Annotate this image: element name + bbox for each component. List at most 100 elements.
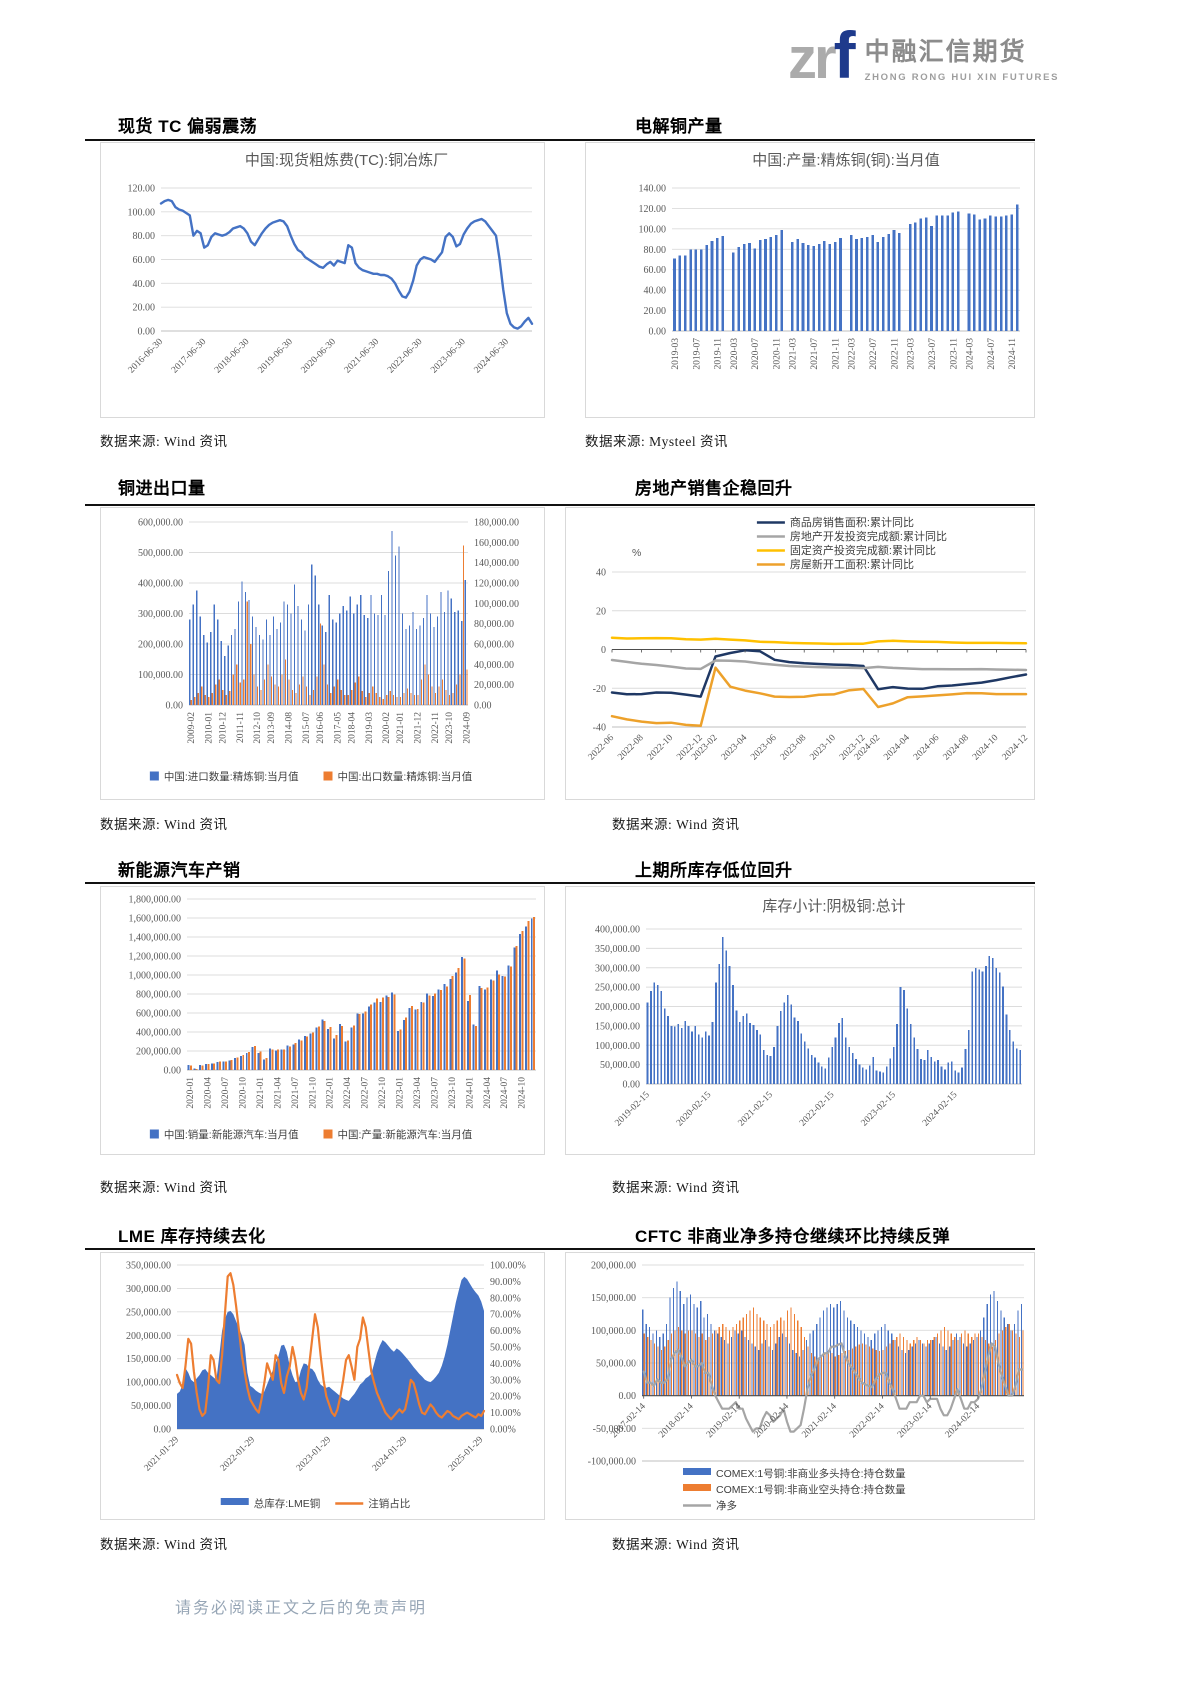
svg-text:2020-01: 2020-01	[186, 1077, 196, 1109]
section-title-shfe-inventory: 上期所库存低位回升	[635, 861, 793, 880]
svg-text:600,000.00: 600,000.00	[136, 1009, 181, 1020]
svg-text:200,000.00: 200,000.00	[126, 1331, 171, 1342]
svg-text:0.00%: 0.00%	[490, 1425, 516, 1436]
svg-text:2024-11: 2024-11	[1008, 338, 1018, 370]
svg-text:2023-02-14: 2023-02-14	[896, 1402, 935, 1441]
real-estate-chart-box: -40 -20 0 20 40 2022-06 2022-08 2022-10 2022-12 2…	[565, 507, 1035, 800]
svg-text:2018-04: 2018-04	[347, 712, 357, 744]
svg-text:2023-02-15: 2023-02-15	[860, 1090, 899, 1129]
svg-text:120,000.00: 120,000.00	[474, 579, 519, 590]
svg-text:0.00: 0.00	[623, 1080, 641, 1091]
data-source: 数据来源: Wind 资讯	[100, 1537, 228, 1552]
svg-text:160,000.00: 160,000.00	[474, 538, 519, 549]
svg-text:2024-01: 2024-01	[465, 1077, 475, 1109]
svg-text:2024-01-29: 2024-01-29	[371, 1435, 410, 1474]
svg-text:2024-02-15: 2024-02-15	[921, 1090, 960, 1129]
svg-text:100,000.00: 100,000.00	[138, 670, 183, 681]
svg-text:0.00: 0.00	[166, 701, 184, 712]
svg-text:150,000.00: 150,000.00	[595, 1021, 640, 1032]
svg-text:2020-04: 2020-04	[204, 1077, 214, 1109]
svg-text:2023-06-30: 2023-06-30	[429, 337, 468, 376]
svg-text:房屋新开工面积:累计同比: 房屋新开工面积:累计同比	[790, 557, 914, 571]
section-title-cftc: CFTC 非商业净多持仓继续环比持续反弹	[635, 1227, 951, 1246]
svg-text:2023-07: 2023-07	[928, 338, 938, 370]
svg-text:300,000.00: 300,000.00	[595, 963, 640, 974]
svg-text:2012-10: 2012-10	[253, 712, 263, 744]
svg-text:400,000.00: 400,000.00	[595, 925, 640, 936]
svg-text:250,000.00: 250,000.00	[126, 1307, 171, 1318]
data-source: 数据来源: Mysteel 资讯	[585, 434, 728, 449]
svg-text:800,000.00: 800,000.00	[136, 990, 181, 1001]
svg-text:200,000.00: 200,000.00	[136, 1047, 181, 1058]
svg-text:2022-01-29: 2022-01-29	[219, 1435, 258, 1474]
svg-text:2023-11: 2023-11	[949, 338, 959, 370]
svg-text:40,000.00: 40,000.00	[474, 660, 514, 671]
svg-text:2019-07: 2019-07	[692, 338, 702, 370]
svg-text:2024-06-30: 2024-06-30	[473, 337, 512, 376]
svg-text:50,000.00: 50,000.00	[131, 1401, 171, 1412]
svg-text:2022-02-14: 2022-02-14	[848, 1402, 887, 1441]
svg-text:300,000.00: 300,000.00	[138, 609, 183, 620]
svg-text:中国:销量:新能源汽车:当月值: 中国:销量:新能源汽车:当月值	[164, 1128, 299, 1141]
svg-text:-40: -40	[593, 723, 606, 734]
svg-text:600,000.00: 600,000.00	[138, 518, 183, 529]
svg-text:2020-02-14: 2020-02-14	[753, 1402, 792, 1441]
svg-text:80.00: 80.00	[133, 231, 156, 242]
svg-text:中国:出口数量:精炼铜:当月值: 中国:出口数量:精炼铜:当月值	[338, 770, 473, 783]
svg-text:商品房销售面积:累计同比: 商品房销售面积:累计同比	[790, 515, 914, 529]
svg-text:2024-03: 2024-03	[965, 338, 975, 370]
svg-text:400,000.00: 400,000.00	[136, 1028, 181, 1039]
copper-output-chart-box: 0.00 20.00 40.00 60.00 80.00 100.00 120.00 140.…	[585, 142, 1035, 418]
data-source: 数据来源: Wind 资讯	[100, 1180, 228, 1195]
svg-text:40: 40	[596, 568, 606, 579]
cftc-positions-chart: -100,000.00 -50,000.00 0.00 50,000.00 100,00…	[588, 1261, 1024, 1512]
svg-text:总库存:LME铜: 总库存:LME铜	[254, 1497, 321, 1510]
svg-text:房地产开发投资完成额:累计同比: 房地产开发投资完成额:累计同比	[790, 529, 947, 543]
divider	[85, 1248, 1035, 1250]
svg-text:100.00: 100.00	[639, 224, 667, 235]
svg-text:-50,000.00: -50,000.00	[593, 1424, 636, 1435]
svg-text:80.00: 80.00	[644, 245, 667, 256]
section-title-import-export: 铜进出口量	[118, 479, 206, 498]
svg-text:120.00: 120.00	[639, 204, 667, 215]
svg-text:2021-03: 2021-03	[789, 338, 799, 370]
svg-text:2023-10: 2023-10	[808, 733, 838, 763]
company-logo: zrf 中融汇信期货 ZHONG RONG HUI XIN FUTURES	[788, 22, 1059, 88]
svg-text:2017-06-30: 2017-06-30	[170, 337, 209, 376]
svg-text:100,000.00: 100,000.00	[591, 1326, 636, 1337]
svg-text:2021-07: 2021-07	[291, 1077, 301, 1109]
svg-text:2018-02-14: 2018-02-14	[657, 1402, 696, 1441]
svg-text:60.00%: 60.00%	[490, 1326, 521, 1337]
svg-text:40.00: 40.00	[133, 279, 156, 290]
company-name-en: ZHONG RONG HUI XIN FUTURES	[864, 72, 1060, 83]
svg-text:2020-02-15: 2020-02-15	[675, 1090, 714, 1129]
svg-text:2023-06: 2023-06	[749, 733, 779, 763]
svg-text:80.00%: 80.00%	[490, 1293, 521, 1304]
svg-text:中国:产量:新能源汽车:当月值: 中国:产量:新能源汽车:当月值	[338, 1128, 473, 1141]
svg-text:2024-12: 2024-12	[1001, 733, 1031, 763]
svg-text:2022-10: 2022-10	[378, 1077, 388, 1109]
data-source: 数据来源: Wind 资讯	[100, 817, 228, 832]
svg-text:2020-10: 2020-10	[239, 1077, 249, 1109]
svg-text:2023-04: 2023-04	[413, 1077, 423, 1109]
section-title-real-estate: 房地产销售企稳回升	[635, 479, 793, 498]
data-source: 数据来源: Wind 资讯	[100, 434, 228, 449]
svg-text:20.00: 20.00	[133, 303, 156, 314]
svg-text:-20: -20	[593, 684, 606, 695]
svg-text:2021-06-30: 2021-06-30	[343, 337, 382, 376]
svg-text:100,000.00: 100,000.00	[126, 1378, 171, 1389]
svg-text:2022-08: 2022-08	[616, 733, 646, 763]
logo-zrf-mark: zrf	[788, 18, 856, 92]
svg-text:2010-12: 2010-12	[218, 712, 228, 744]
svg-text:2019-02-15: 2019-02-15	[613, 1090, 652, 1129]
lme-inventory-area-chart: 0.00 50,000.00 100,000.00 150,000.00 200,000…	[126, 1261, 526, 1511]
svg-text:2021-01-29: 2021-01-29	[143, 1435, 182, 1474]
svg-text:2010-01: 2010-01	[204, 712, 214, 744]
svg-text:2019-03: 2019-03	[671, 338, 681, 370]
svg-text:中国:现货粗炼费(TC):铜冶炼厂: 中国:现货粗炼费(TC):铜冶炼厂	[245, 152, 448, 169]
svg-text:2022-07: 2022-07	[361, 1077, 371, 1109]
svg-text:2023-01: 2023-01	[396, 1077, 406, 1109]
disclaimer-note: 请务必阅读正文之后的免责声明	[175, 1600, 428, 1617]
svg-text:2024-07: 2024-07	[987, 338, 997, 370]
